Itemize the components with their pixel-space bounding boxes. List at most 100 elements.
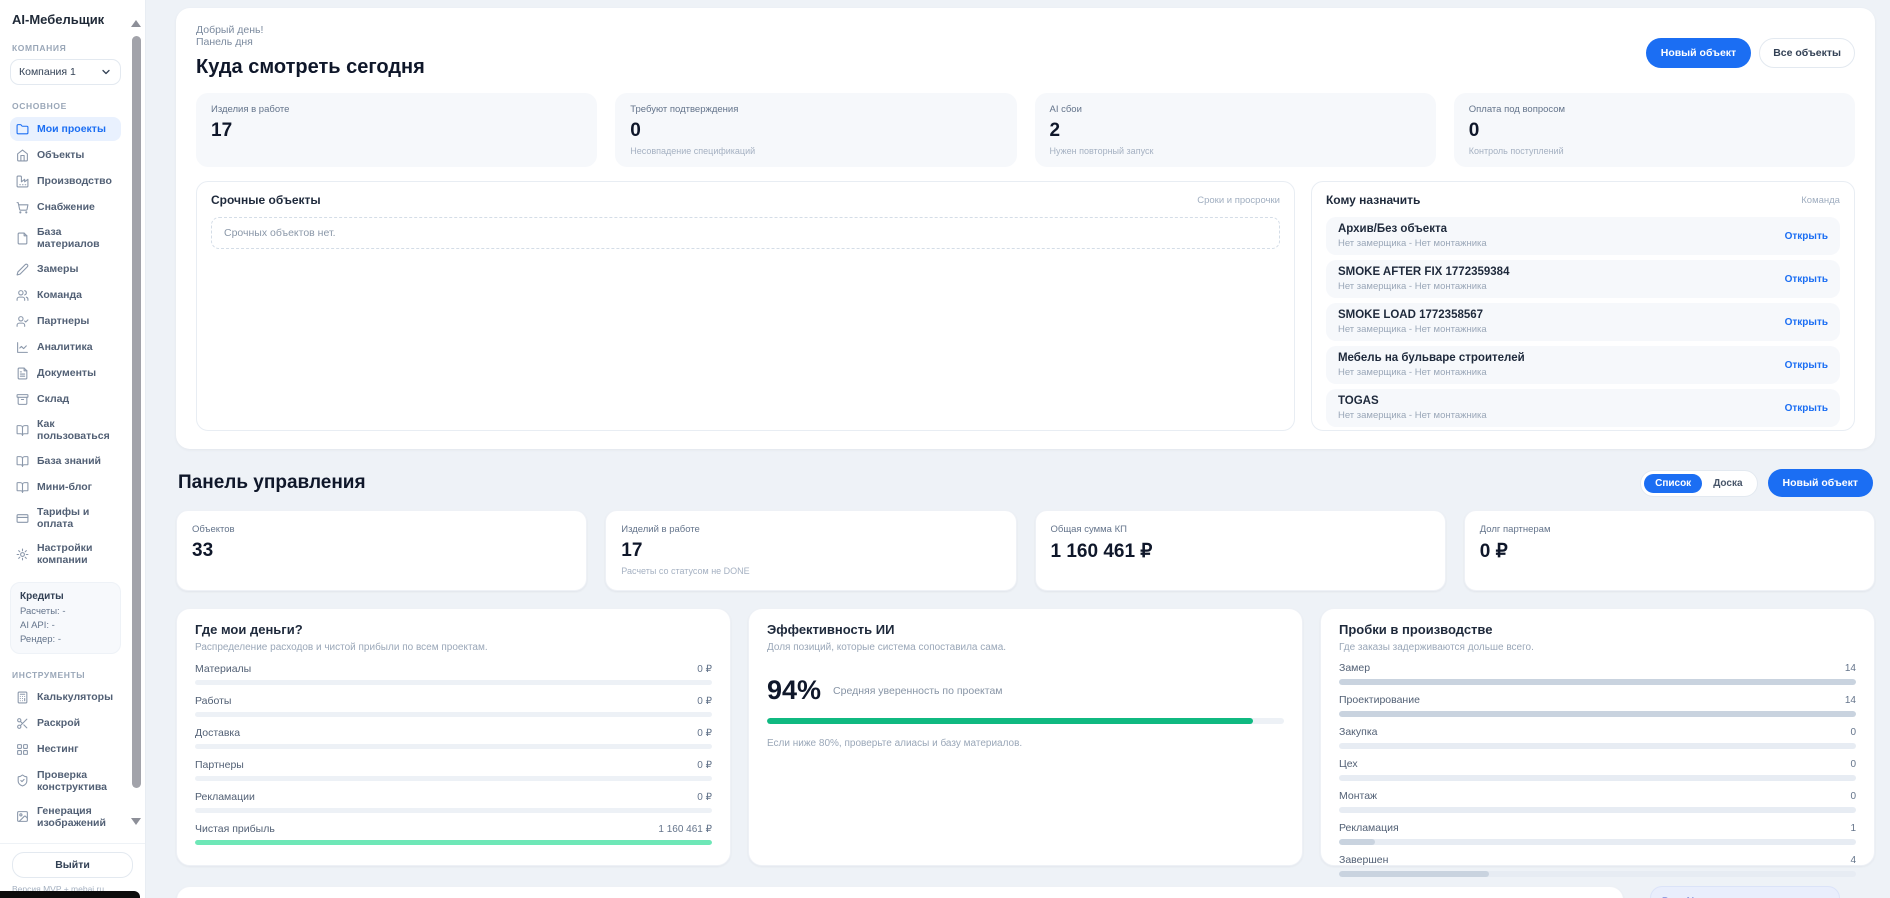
money-row-label: Партнеры — [195, 759, 244, 771]
book-icon — [16, 423, 30, 437]
assign-open-link[interactable]: Открыть — [1784, 230, 1828, 242]
sidebar-scrollbar-thumb[interactable] — [132, 36, 141, 788]
sidebar-nav-item[interactable]: Аналитика — [10, 335, 121, 359]
bottleneck-row: Завершен 4 — [1339, 854, 1856, 877]
day-stat-card: Требуют подтверждения 0 Несовпадение спе… — [615, 93, 1017, 167]
bottleneck-row-label: Монтаж — [1339, 790, 1378, 802]
bottleneck-row-bar — [1339, 711, 1856, 717]
stat-value: 0 — [630, 120, 641, 141]
bottleneck-row-value: 4 — [1850, 855, 1856, 866]
sidebar-nav-item[interactable]: Документы — [10, 361, 121, 385]
sidebar-tool-item[interactable]: Раскрой — [10, 712, 121, 736]
sidebar-scroll-up-arrow[interactable] — [131, 20, 141, 27]
assign-item-note: Нет замерщика - Нет монтажника — [1337, 410, 1487, 421]
sidebar-nav-item[interactable]: База знаний — [10, 449, 121, 473]
assign-item-name: SMOKE AFTER FIX 1772359384 — [1337, 266, 1510, 278]
sidebar-nav-item[interactable]: Мои проекты — [10, 117, 121, 141]
sidebar-tool-item[interactable]: Проверка конструктива — [10, 764, 121, 798]
assign-list-item[interactable]: SMOKE AFTER FIX 1772359384 Нет замерщика… — [1325, 260, 1840, 298]
view-board-button[interactable]: Доска — [1713, 477, 1743, 489]
sidebar-nav-item[interactable]: Снабжение — [10, 195, 121, 219]
sidebar-item-label: Замеры — [37, 263, 79, 276]
cp-stat-card: Долг партнерам 0 ₽ — [1463, 510, 1875, 591]
sidebar-nav: Мои проекты Объекты Производство Снабжен… — [10, 117, 121, 572]
stat-label: Долг партнерам — [1479, 524, 1551, 535]
stat-note — [1480, 567, 1859, 577]
bottleneck-row-label: Цех — [1339, 758, 1358, 770]
money-row-label: Рекламации — [195, 791, 255, 803]
logout-button[interactable]: Выйти — [12, 852, 133, 878]
assign-list-item[interactable]: Мебель на бульваре строителей Нет замерщ… — [1325, 346, 1840, 384]
ai-eff-note: Если ниже 80%, проверьте алиасы и базу м… — [767, 738, 1023, 749]
assign-list-item[interactable]: TOGAS Нет замерщика - Нет монтажника Отк… — [1325, 389, 1840, 427]
new-object-button-2[interactable]: Новый объект — [1767, 469, 1873, 497]
urgent-objects-panel: Срочные объекты Сроки и просрочки Срочны… — [196, 181, 1295, 431]
ai-helper-widget[interactable]: Ваш AI-помощник — [1650, 886, 1840, 898]
ai-efficiency-card: Эффективность ИИ Доля позиций, которые с… — [748, 608, 1303, 866]
assign-list-item[interactable]: Архив/Без объекта Нет замерщика - Нет мо… — [1325, 217, 1840, 255]
assign-item-name: Мебель на бульваре строителей — [1337, 352, 1525, 364]
stat-note: Контроль поступлений — [1468, 146, 1564, 156]
company-select[interactable]: Компания 1 — [10, 59, 121, 85]
stat-label: Изделия в работе — [211, 104, 290, 115]
assign-list: Архив/Без объекта Нет замерщика - Нет мо… — [1325, 217, 1840, 427]
credits-line-calc: Расчеты: - — [20, 605, 66, 617]
money-row-bar — [195, 712, 712, 717]
sidebar-nav-item[interactable]: База материалов — [10, 221, 121, 255]
bottleneck-row-bar — [1339, 871, 1856, 877]
sidebar-footer: Выйти Версия MVP + mebai.ru — [0, 843, 145, 898]
sidebar-nav-item[interactable]: Объекты — [10, 143, 121, 167]
money-subtitle: Распределение расходов и чистой прибыли … — [195, 642, 488, 653]
money-row-value: 0 ₽ — [697, 728, 712, 739]
sidebar-nav-item[interactable]: Настройки компании — [10, 537, 121, 571]
sidebar-tool-item[interactable]: Калькуляторы — [10, 686, 121, 710]
tools-section-label: ИНСТРУМЕНТЫ — [12, 669, 86, 680]
all-objects-button[interactable]: Все объекты — [1759, 38, 1855, 68]
money-row: Материалы 0 ₽ — [195, 663, 712, 685]
bottleneck-rows: Замер 14 Проектирование 14 — [1339, 662, 1856, 877]
assign-list-item[interactable]: SMOKE LOAD 1772358567 Нет замерщика - Не… — [1325, 303, 1840, 341]
calculator-icon — [16, 691, 30, 705]
sidebar-nav-item[interactable]: Склад — [10, 387, 121, 411]
factory-icon — [16, 174, 30, 188]
view-list-button[interactable]: Список — [1644, 473, 1703, 493]
new-object-button[interactable]: Новый объект — [1645, 38, 1752, 68]
assign-open-link[interactable]: Открыть — [1784, 316, 1828, 328]
sidebar-nav-item[interactable]: Мини-блог — [10, 475, 121, 499]
sidebar-tool-item[interactable]: Нестинг — [10, 738, 121, 762]
bottleneck-row-label: Закупка — [1339, 726, 1378, 738]
ai-eff-value: 94% — [767, 675, 822, 705]
sidebar-nav-item[interactable]: Производство — [10, 169, 121, 193]
assign-open-link[interactable]: Открыть — [1784, 359, 1828, 371]
sidebar-nav-item[interactable]: Замеры — [10, 257, 121, 281]
home-icon — [16, 148, 30, 162]
file-text-icon — [16, 366, 30, 380]
sidebar-item-label: Объекты — [37, 148, 85, 161]
chevron-down-icon — [100, 66, 112, 78]
sidebar-item-label: Мини-блог — [37, 481, 93, 494]
money-row: Доставка 0 ₽ — [195, 727, 712, 749]
sidebar-nav-item[interactable]: Как пользоваться — [10, 413, 121, 447]
bottleneck-row-value: 14 — [1844, 663, 1856, 674]
day-panel-card: Добрый день! Панель дня Куда смотреть се… — [176, 8, 1875, 449]
sidebar-nav-item[interactable]: Команда — [10, 283, 121, 307]
sidebar-tool-item[interactable]: Генерация изображений — [10, 800, 121, 834]
money-rows: Материалы 0 ₽ Работы 0 ₽ — [195, 663, 712, 845]
card-icon — [16, 511, 30, 525]
stat-label: Требуют подтверждения — [630, 104, 739, 115]
sidebar-scroll-down-arrow[interactable] — [131, 818, 141, 825]
sidebar-nav-item[interactable]: Тарифы и оплата — [10, 501, 121, 535]
assign-open-link[interactable]: Открыть — [1784, 273, 1828, 285]
bottleneck-row-value: 0 — [1850, 759, 1856, 770]
assign-item-note: Нет замерщика - Нет монтажника — [1337, 281, 1487, 292]
credits-box: Кредиты Расчеты: - AI API: - Рендер: - — [10, 581, 121, 654]
sidebar-tool-label: Раскрой — [37, 717, 81, 730]
sidebar-item-label: Документы — [37, 367, 97, 380]
assign-open-link[interactable]: Открыть — [1784, 402, 1828, 414]
urgent-empty-message: Срочных объектов нет. — [211, 217, 1280, 249]
money-row-label: Доставка — [195, 727, 241, 739]
sidebar-nav-item[interactable]: Партнеры — [10, 309, 121, 333]
sidebar-item-label: База материалов — [37, 226, 100, 251]
urgent-panel-title: Срочные объекты — [211, 193, 321, 207]
